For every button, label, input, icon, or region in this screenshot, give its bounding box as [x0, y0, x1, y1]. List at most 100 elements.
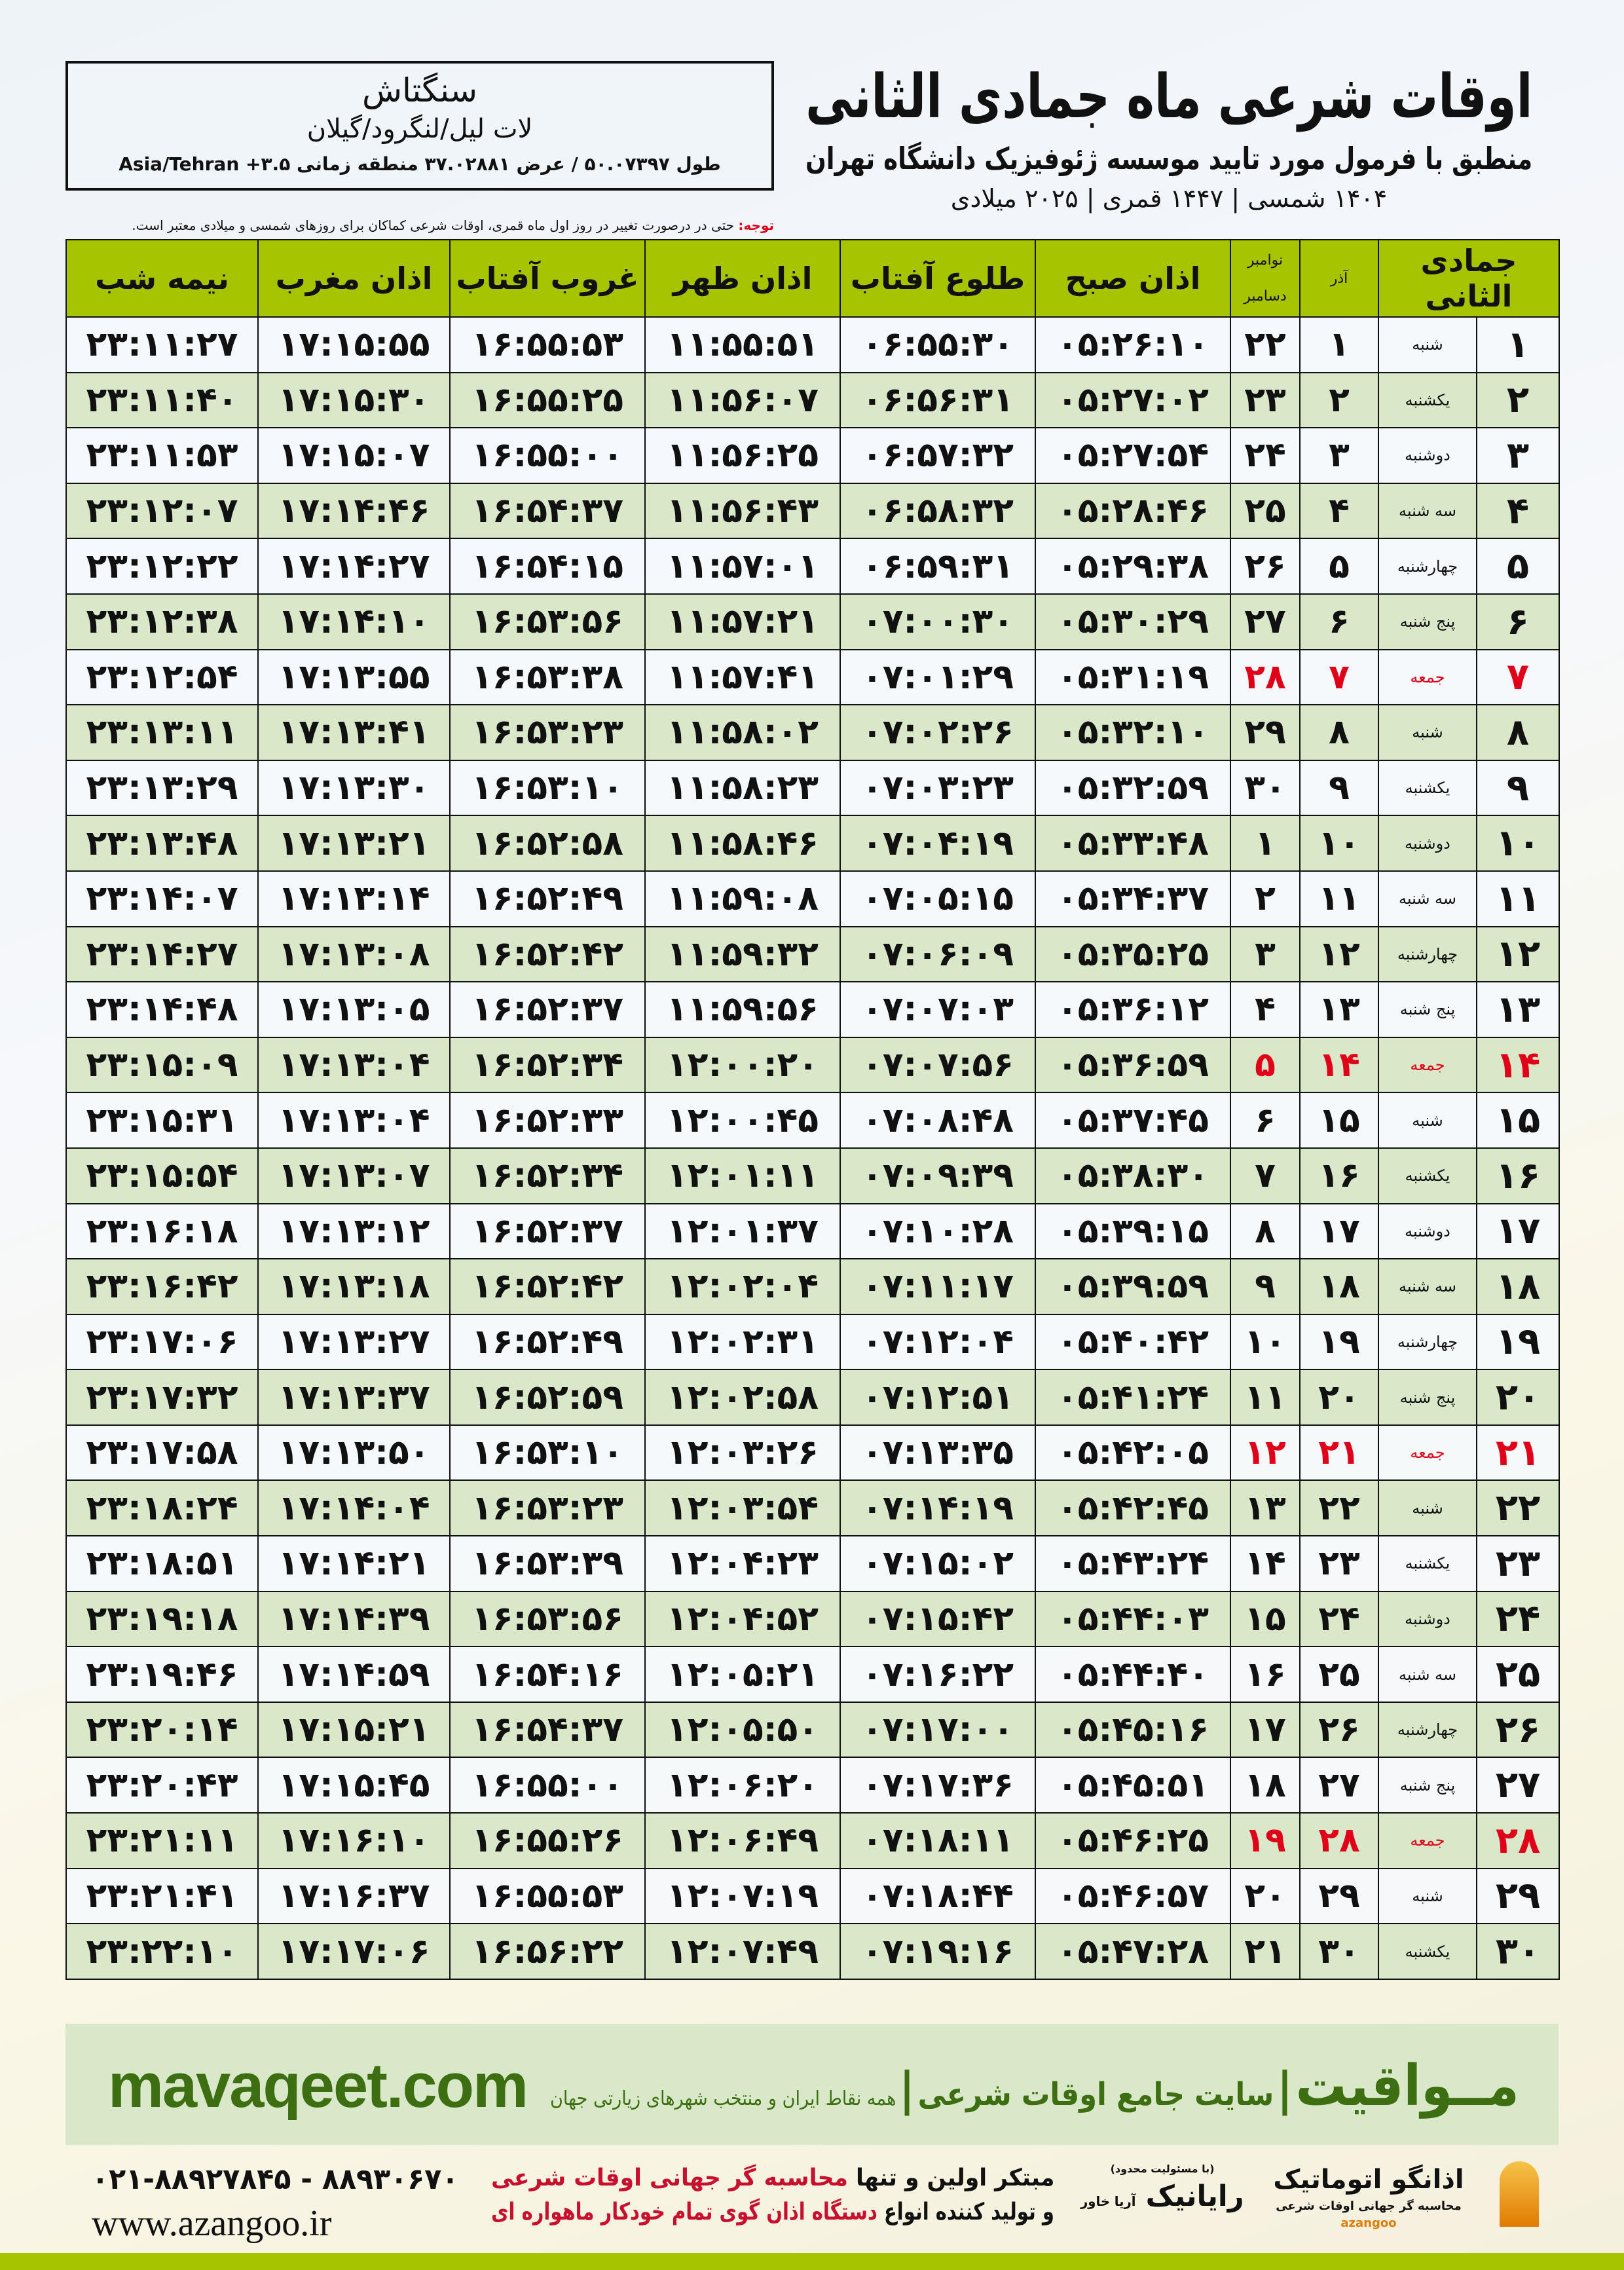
- weekday: یکشنبه: [1377, 1923, 1478, 1980]
- rayanik-logo: (با مسئولیت محدود) رایانیک آریا خاور: [1080, 2161, 1244, 2221]
- azar-date: ۱۱: [1299, 870, 1379, 927]
- gregorian-date: ۲۰: [1230, 1867, 1301, 1925]
- sunrise-time: ۰۷:۰۰:۳۰: [840, 593, 1036, 650]
- dhuhr-time: ۱۲:۰۰:۲۰: [644, 1036, 841, 1094]
- maghrib-time: ۱۷:۱۳:۰۷: [257, 1147, 451, 1204]
- sunrise-time: ۰۶:۵۶:۳۱: [840, 371, 1036, 429]
- mavaqeet-link[interactable]: mavaqeet.com: [108, 2051, 528, 2121]
- azangoo-link[interactable]: www.azangoo.ir: [92, 2203, 332, 2244]
- table-row: ۲۳ یکشنبه ۲۳ ۱۴ ۰۵:۴۳:۲۴ ۰۷:۱۵:۰۲ ۱۲:۰۴:۲۳ ۱۶:۵…: [65, 1535, 1560, 1592]
- tagline-sub: همه نقاط ایران و منتخب شهرهای زیارتی جها…: [550, 2087, 896, 2110]
- sunrise-time: ۰۷:۱۷:۰۰: [840, 1701, 1036, 1758]
- sunset-time: ۱۶:۵۲:۵۹: [449, 1369, 646, 1426]
- fajr-time: ۰۵:۴۲:۰۵: [1035, 1424, 1231, 1481]
- midnight-time: ۲۳:۲۱:۱۱: [65, 1812, 259, 1869]
- sunset-time: ۱۶:۵۵:۵۳: [449, 1867, 646, 1925]
- dhuhr-time: ۱۲:۰۵:۵۰: [644, 1701, 841, 1758]
- maghrib-time: ۱۷:۱۳:۱۲: [257, 1202, 451, 1260]
- sunrise-time: ۰۷:۰۷:۰۳: [840, 981, 1036, 1038]
- note-text: حتی در درصورت تغییر در روز اول ماه قمری،…: [132, 217, 739, 233]
- minaret-icon: [1500, 2161, 1539, 2227]
- azar-date: ۲۴: [1299, 1590, 1379, 1648]
- sunrise-time: ۰۷:۱۸:۱۱: [840, 1812, 1036, 1869]
- fajr-time: ۰۵:۴۱:۲۴: [1035, 1369, 1231, 1426]
- sunset-time: ۱۶:۵۲:۳۷: [449, 981, 646, 1038]
- midnight-time: ۲۳:۱۶:۴۲: [65, 1258, 259, 1315]
- dhuhr-time: ۱۱:۵۵:۵۱: [644, 316, 841, 373]
- table-row: ۲۵ سه شنبه ۲۵ ۱۶ ۰۵:۴۴:۴۰ ۰۷:۱۶:۲۲ ۱۲:۰۵:۲۱ ۱۶:…: [65, 1646, 1560, 1703]
- day-number: ۲۵: [1476, 1646, 1560, 1703]
- gregorian-date: ۲۱: [1230, 1923, 1301, 1980]
- day-number: ۲۲: [1476, 1479, 1560, 1537]
- table-row: ۱ شنبه ۱ ۲۲ ۰۵:۲۶:۱۰ ۰۶:۵۵:۳۰ ۱۱:۵۵:۵۱ ۱۶:۵۵:۵۳…: [65, 316, 1560, 373]
- azar-date: ۱۰: [1299, 815, 1379, 872]
- table-row: ۱۴ جمعه ۱۴ ۵ ۰۵:۳۶:۵۹ ۰۷:۰۷:۵۶ ۱۲:۰۰:۲۰ ۱۶:۵۲:۳…: [65, 1036, 1560, 1094]
- azar-date: ۲: [1299, 371, 1379, 429]
- midnight-time: ۲۳:۱۲:۲۲: [65, 538, 259, 595]
- page-subtitle: منطبق با فرمول مورد تایید موسسه ژئوفیزیک…: [805, 141, 1532, 176]
- azar-date: ۱۲: [1299, 925, 1379, 983]
- header-december: دسامبر: [1244, 288, 1287, 305]
- day-number: ۲۷: [1476, 1757, 1560, 1814]
- day-number: ۲۴: [1476, 1590, 1560, 1648]
- table-row: ۱۰ دوشنبه ۱۰ ۱ ۰۵:۳۳:۴۸ ۰۷:۰۴:۱۹ ۱۱:۵۸:۴۶ ۱۶:۵۲…: [65, 815, 1560, 872]
- maghrib-time: ۱۷:۱۵:۵۵: [257, 316, 451, 373]
- day-number: ۹: [1476, 759, 1560, 817]
- day-number: ۱۸: [1476, 1258, 1560, 1315]
- rayanik-name: رایانیک: [1146, 2180, 1244, 2213]
- gregorian-date: ۲۳: [1230, 371, 1301, 429]
- gregorian-date: ۵: [1230, 1036, 1301, 1094]
- midnight-time: ۲۳:۱۵:۰۹: [65, 1036, 259, 1094]
- fajr-time: ۰۵:۳۶:۱۲: [1035, 981, 1231, 1038]
- dhuhr-time: ۱۲:۰۳:۵۴: [644, 1479, 841, 1537]
- sunset-time: ۱۶:۵۳:۲۳: [449, 1479, 646, 1537]
- header-dhuhr: اذان ظهر: [644, 239, 841, 318]
- fajr-time: ۰۵:۳۹:۵۹: [1035, 1258, 1231, 1315]
- azar-date: ۲۱: [1299, 1424, 1379, 1481]
- gregorian-date: ۲۴: [1230, 427, 1301, 484]
- sunset-time: ۱۶:۵۲:۵۸: [449, 815, 646, 872]
- gregorian-date: ۸: [1230, 1202, 1301, 1260]
- midnight-time: ۲۳:۱۴:۲۷: [65, 925, 259, 983]
- midnight-time: ۲۳:۱۳:۱۱: [65, 704, 259, 761]
- sunset-time: ۱۶:۵۵:۰۰: [449, 1757, 646, 1814]
- sunrise-time: ۰۷:۱۲:۵۱: [840, 1369, 1036, 1426]
- gregorian-date: ۲۶: [1230, 538, 1301, 595]
- sunrise-time: ۰۷:۰۶:۰۹: [840, 925, 1036, 983]
- location-box: سنگتاش لات لیل/لنگرود/گیلان طول ۵۰.۰۷۳۹۷…: [65, 61, 774, 191]
- table-row: ۱۱ سه شنبه ۱۱ ۲ ۰۵:۳۴:۳۷ ۰۷:۰۵:۱۵ ۱۱:۵۹:۰۸ ۱۶:۵…: [65, 870, 1560, 927]
- fajr-time: ۰۵:۳۰:۲۹: [1035, 593, 1231, 650]
- sunrise-time: ۰۷:۱۳:۳۵: [840, 1424, 1036, 1481]
- day-number: ۱۲: [1476, 925, 1560, 983]
- sunrise-time: ۰۷:۰۸:۴۸: [840, 1092, 1036, 1149]
- maghrib-time: ۱۷:۱۳:۵۰: [257, 1424, 451, 1481]
- fajr-time: ۰۵:۴۷:۲۸: [1035, 1923, 1231, 1980]
- rayanik-sub: (با مسئولیت محدود): [1110, 2163, 1215, 2175]
- day-number: ۱۳: [1476, 981, 1560, 1038]
- sunrise-time: ۰۶:۵۸:۳۲: [840, 482, 1036, 540]
- mavaqeet-logo: مــواقیت: [1295, 2053, 1519, 2119]
- dhuhr-time: ۱۱:۵۷:۲۱: [644, 593, 841, 650]
- ad-text: مبتکر اولین و تنها: [847, 2165, 1054, 2191]
- gregorian-date: ۱۸: [1230, 1757, 1301, 1814]
- azar-date: ۴: [1299, 482, 1379, 540]
- dhuhr-time: ۱۲:۰۶:۲۰: [644, 1757, 841, 1814]
- maghrib-time: ۱۷:۱۳:۰۴: [257, 1036, 451, 1094]
- maghrib-time: ۱۷:۱۳:۲۱: [257, 815, 451, 872]
- midnight-time: ۲۳:۱۲:۵۴: [65, 648, 259, 706]
- gregorian-date: ۱۷: [1230, 1701, 1301, 1758]
- fajr-time: ۰۵:۲۶:۱۰: [1035, 316, 1231, 373]
- gregorian-date: ۲۸: [1230, 648, 1301, 706]
- note-label: توجه:: [738, 217, 774, 233]
- gregorian-date: ۴: [1230, 981, 1301, 1038]
- divider: |: [1277, 2062, 1293, 2116]
- dhuhr-time: ۱۲:۰۳:۲۶: [644, 1424, 841, 1481]
- dhuhr-time: ۱۲:۰۷:۱۹: [644, 1867, 841, 1925]
- fajr-time: ۰۵:۳۵:۲۵: [1035, 925, 1231, 983]
- table-row: ۱۳ پنج شنبه ۱۳ ۴ ۰۵:۳۶:۱۲ ۰۷:۰۷:۰۳ ۱۱:۵۹:۵۶ ۱۶:…: [65, 981, 1560, 1038]
- table-row: ۶ پنج شنبه ۶ ۲۷ ۰۵:۳۰:۲۹ ۰۷:۰۰:۳۰ ۱۱:۵۷:۲۱ ۱۶:۵…: [65, 593, 1560, 650]
- sunset-time: ۱۶:۵۳:۵۶: [449, 593, 646, 650]
- gregorian-date: ۲۵: [1230, 482, 1301, 540]
- ad-highlight: محاسبه گر جهانی اوقات شرعی: [490, 2165, 848, 2191]
- dhuhr-time: ۱۲:۰۲:۰۴: [644, 1258, 841, 1315]
